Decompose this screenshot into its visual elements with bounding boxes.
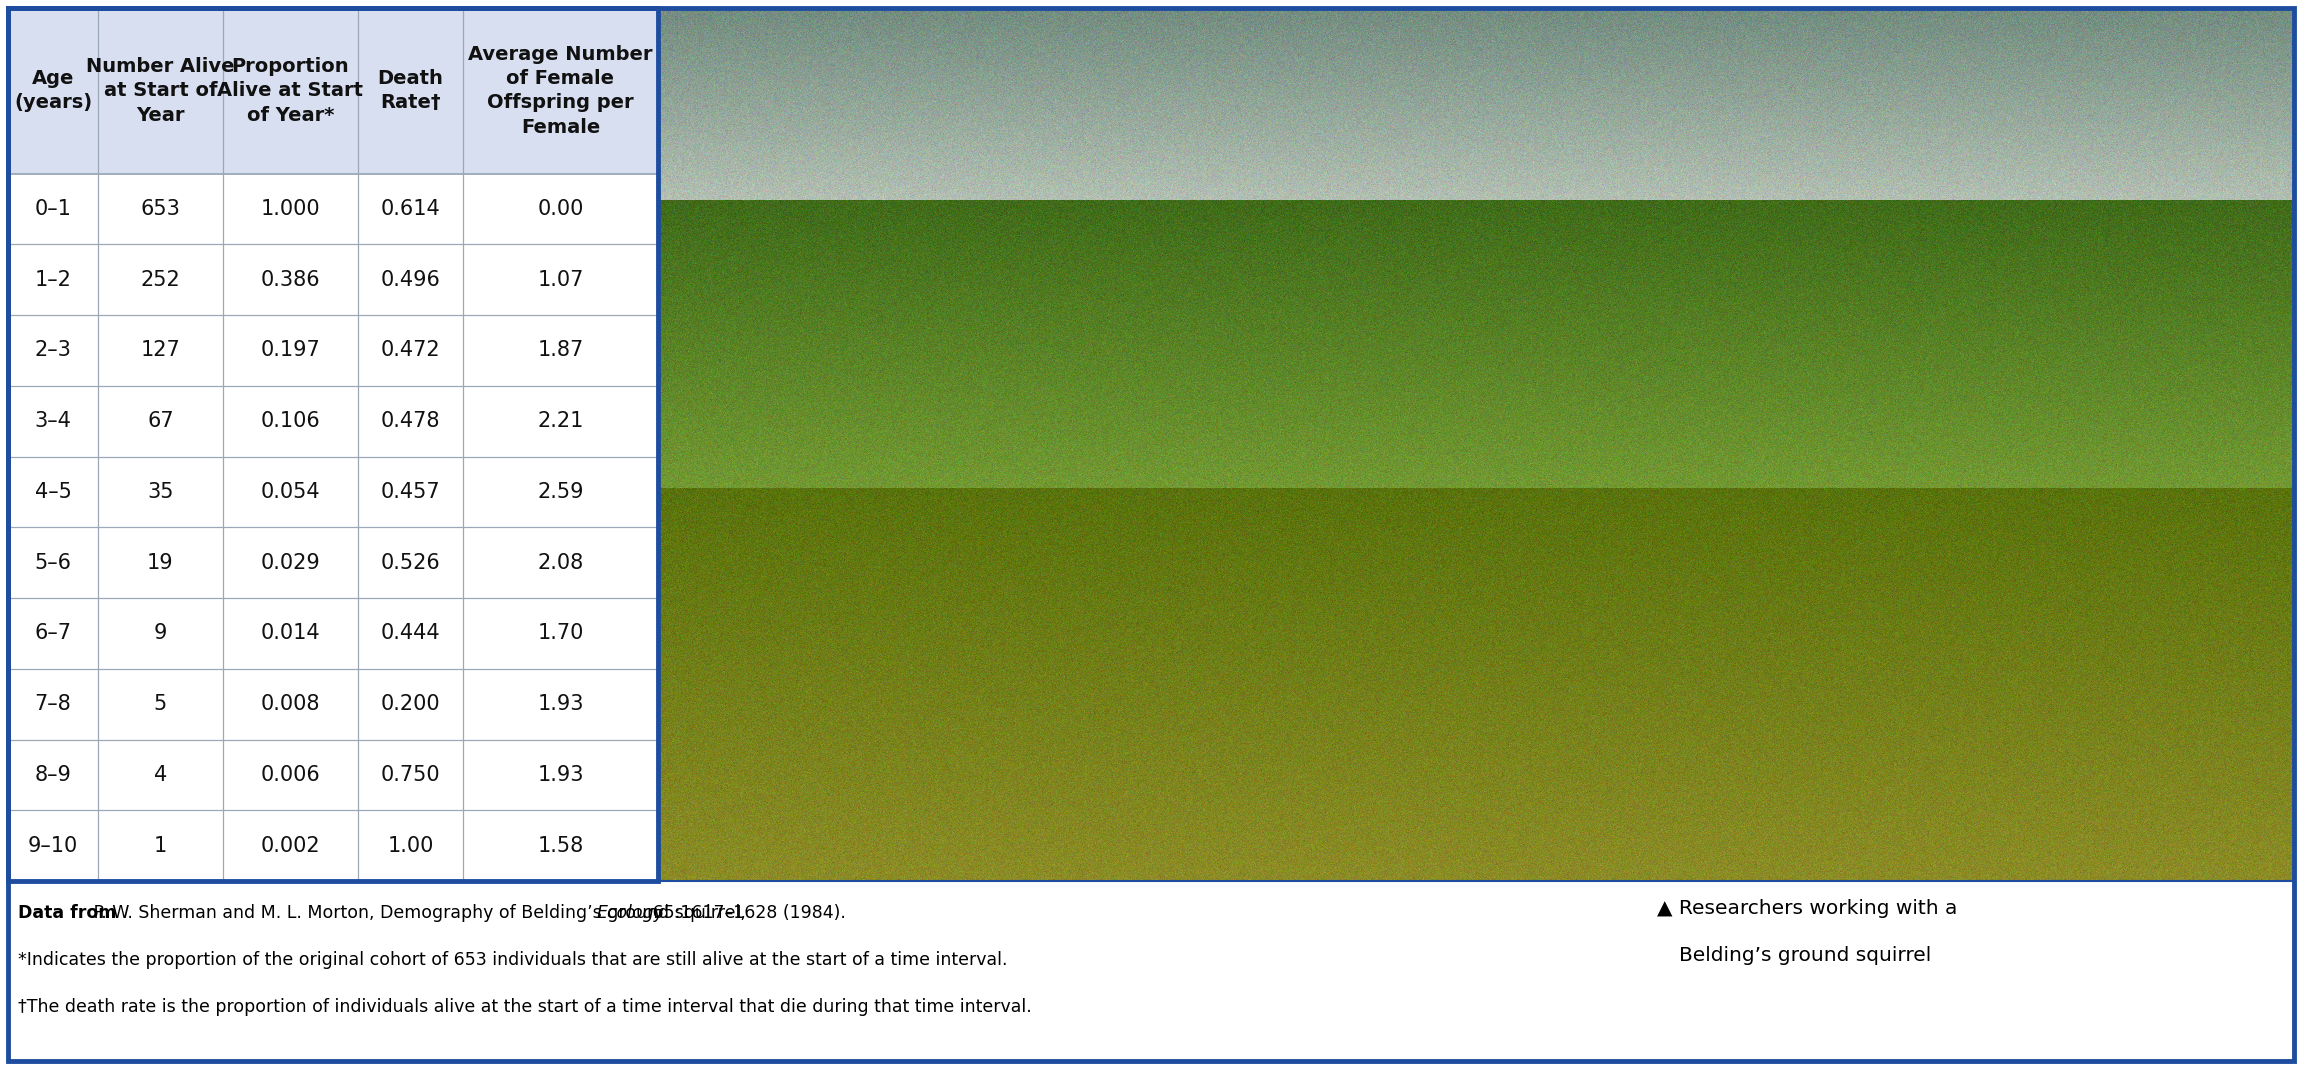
Text: 0.478: 0.478 <box>380 412 440 431</box>
Text: Ecology: Ecology <box>596 904 665 923</box>
Text: †The death rate is the proportion of individuals alive at the start of a time in: †The death rate is the proportion of ind… <box>18 998 1031 1017</box>
Text: 0–1: 0–1 <box>35 199 71 219</box>
Text: Number Alive
at Start of
Year: Number Alive at Start of Year <box>85 57 235 124</box>
Text: 67: 67 <box>147 412 175 431</box>
Bar <box>7 173 658 245</box>
Text: 0.472: 0.472 <box>380 340 440 360</box>
Bar <box>7 669 658 740</box>
Text: 9–10: 9–10 <box>28 836 78 855</box>
Text: Average Number
of Female
Offspring per
Female: Average Number of Female Offspring per F… <box>467 45 654 137</box>
Bar <box>7 386 658 456</box>
Text: 35: 35 <box>147 482 173 502</box>
Text: 1.87: 1.87 <box>536 340 585 360</box>
Text: 0.008: 0.008 <box>260 694 320 714</box>
Text: 8–9: 8–9 <box>35 765 71 785</box>
Text: 2.59: 2.59 <box>536 482 585 502</box>
Text: 0.00: 0.00 <box>536 199 585 219</box>
Text: Proportion
Alive at Start
of Year*: Proportion Alive at Start of Year* <box>216 57 364 124</box>
Text: 6–7: 6–7 <box>35 623 71 644</box>
Text: ▲ Researchers working with a: ▲ Researchers working with a <box>1657 899 1957 917</box>
Text: 1: 1 <box>154 836 168 855</box>
Text: 4: 4 <box>154 765 168 785</box>
Text: 65:1617–1628 (1984).: 65:1617–1628 (1984). <box>647 904 847 923</box>
Bar <box>7 315 658 386</box>
Text: 1.70: 1.70 <box>536 623 585 644</box>
Text: 0.014: 0.014 <box>260 623 320 644</box>
Text: 1.000: 1.000 <box>260 199 320 219</box>
Text: 5–6: 5–6 <box>35 553 71 573</box>
Text: 1.00: 1.00 <box>387 836 433 855</box>
Text: 0.386: 0.386 <box>260 269 320 290</box>
Text: 0.526: 0.526 <box>380 553 440 573</box>
Text: 2–3: 2–3 <box>35 340 71 360</box>
Text: 1–2: 1–2 <box>35 269 71 290</box>
Text: 3–4: 3–4 <box>35 412 71 431</box>
Text: 0.614: 0.614 <box>380 199 440 219</box>
Text: 2.08: 2.08 <box>536 553 585 573</box>
Bar <box>7 598 658 669</box>
Text: 2.21: 2.21 <box>536 412 585 431</box>
Text: 0.054: 0.054 <box>260 482 320 502</box>
Text: 653: 653 <box>140 199 180 219</box>
Text: P. W. Sherman and M. L. Morton, Demography of Belding’s ground squirrel,: P. W. Sherman and M. L. Morton, Demograp… <box>87 904 750 923</box>
Text: 7–8: 7–8 <box>35 694 71 714</box>
Text: 0.002: 0.002 <box>260 836 320 855</box>
Text: 1.58: 1.58 <box>536 836 585 855</box>
Text: Death
Rate†: Death Rate† <box>378 69 444 112</box>
Text: 252: 252 <box>140 269 180 290</box>
Text: 1.93: 1.93 <box>536 694 585 714</box>
Bar <box>7 810 658 881</box>
Text: 0.200: 0.200 <box>380 694 440 714</box>
Text: 127: 127 <box>140 340 180 360</box>
Bar <box>658 7 2295 881</box>
Bar <box>7 740 658 810</box>
Text: 0.006: 0.006 <box>260 765 320 785</box>
Text: 0.106: 0.106 <box>260 412 320 431</box>
Text: 1.93: 1.93 <box>536 765 585 785</box>
Text: 0.457: 0.457 <box>380 482 440 502</box>
Text: 0.444: 0.444 <box>380 623 440 644</box>
Text: Age
(years): Age (years) <box>14 69 92 112</box>
Bar <box>7 245 658 315</box>
Text: 1.07: 1.07 <box>536 269 585 290</box>
Bar <box>7 527 658 598</box>
Text: 0.750: 0.750 <box>380 765 440 785</box>
Text: 0.496: 0.496 <box>380 269 440 290</box>
Text: 0.029: 0.029 <box>260 553 320 573</box>
Text: 4–5: 4–5 <box>35 482 71 502</box>
Text: *Indicates the proportion of the original cohort of 653 individuals that are sti: *Indicates the proportion of the origina… <box>18 951 1008 970</box>
Text: Belding’s ground squirrel: Belding’s ground squirrel <box>1680 946 1931 965</box>
Text: Data from: Data from <box>18 904 117 923</box>
Text: 9: 9 <box>154 623 168 644</box>
Text: 5: 5 <box>154 694 168 714</box>
Bar <box>7 456 658 527</box>
Bar <box>7 7 658 881</box>
Text: 19: 19 <box>147 553 175 573</box>
Bar <box>7 881 2295 1062</box>
Bar <box>7 7 658 173</box>
Text: 0.197: 0.197 <box>260 340 320 360</box>
